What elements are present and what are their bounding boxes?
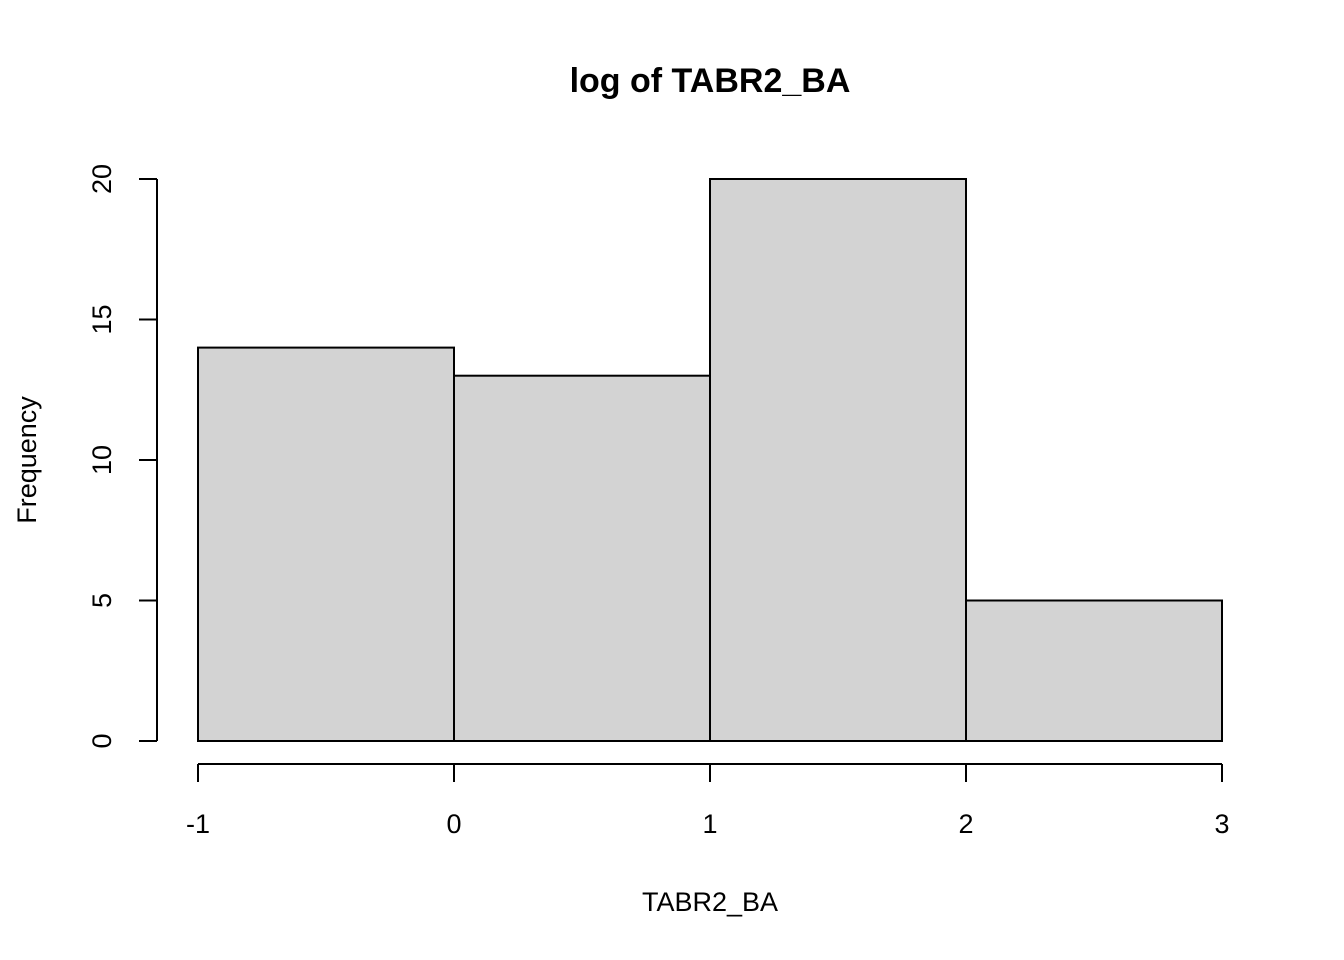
histogram-bar (965, 599, 1223, 742)
x-tick-label: -1 (186, 809, 210, 839)
histogram-bar (197, 346, 455, 742)
y-axis-label: Frequency (12, 396, 42, 524)
x-axis: -1 0 1 2 3 (186, 763, 1230, 839)
histogram-bar (709, 178, 967, 742)
x-axis-label: TABR2_BA (642, 887, 778, 917)
x-tick-label: 3 (1214, 809, 1229, 839)
x-tick-label: 0 (446, 809, 461, 839)
y-tick-label: 20 (87, 164, 117, 194)
x-tick-label: 2 (958, 809, 973, 839)
histogram-bar (453, 374, 711, 742)
y-tick-label: 0 (87, 733, 117, 748)
y-tick-label: 5 (87, 593, 117, 608)
x-tick-label: 1 (702, 809, 717, 839)
y-axis: 0 5 10 15 20 (87, 164, 158, 749)
chart-title: log of TABR2_BA (570, 62, 851, 100)
y-tick-label: 10 (87, 445, 117, 475)
bars-group (197, 178, 1223, 742)
y-tick-label: 15 (87, 304, 117, 334)
